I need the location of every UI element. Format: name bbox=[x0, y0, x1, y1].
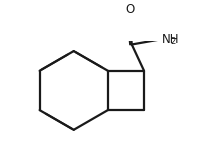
Text: NH: NH bbox=[161, 33, 179, 46]
Text: 2: 2 bbox=[170, 37, 175, 46]
Text: O: O bbox=[124, 3, 134, 16]
